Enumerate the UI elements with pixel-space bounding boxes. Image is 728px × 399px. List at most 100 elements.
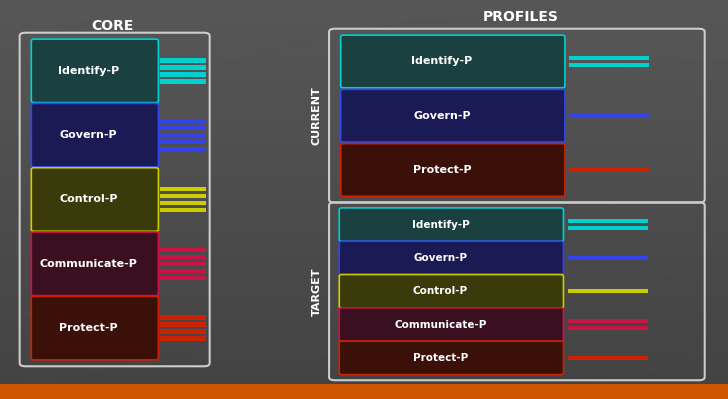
Bar	[0, 315, 728, 319]
Bar	[0, 172, 728, 176]
Bar	[0, 132, 728, 136]
Bar	[0, 164, 728, 168]
Bar	[0, 231, 728, 235]
Bar	[160, 187, 206, 191]
Bar	[0, 227, 728, 231]
FancyBboxPatch shape	[31, 296, 159, 360]
Bar	[0, 319, 728, 323]
Text: Identify-P: Identify-P	[411, 219, 470, 230]
Bar	[0, 68, 728, 72]
Bar	[569, 63, 649, 67]
Bar	[0, 387, 728, 391]
Bar	[568, 256, 648, 260]
Bar	[0, 80, 728, 84]
Bar	[568, 356, 648, 360]
Bar	[160, 276, 206, 280]
Bar	[0, 160, 728, 164]
Bar	[0, 184, 728, 188]
Bar	[0, 251, 728, 255]
Bar	[0, 64, 728, 68]
Bar	[160, 262, 206, 266]
Text: Identify-P: Identify-P	[411, 56, 472, 67]
Bar	[160, 330, 206, 334]
Bar	[0, 287, 728, 291]
Text: Govern-P: Govern-P	[60, 130, 118, 140]
Bar	[0, 384, 728, 399]
Bar	[0, 60, 728, 64]
Bar	[0, 375, 728, 379]
Bar	[160, 126, 206, 130]
Text: Protect-P: Protect-P	[413, 165, 471, 175]
Bar	[0, 395, 728, 399]
Bar	[0, 156, 728, 160]
Bar	[0, 295, 728, 299]
Bar	[160, 247, 206, 252]
Bar	[0, 243, 728, 247]
Text: Communicate-P: Communicate-P	[395, 320, 486, 330]
Bar	[160, 72, 206, 77]
Bar	[569, 56, 649, 60]
Bar	[160, 322, 206, 327]
Bar	[0, 32, 728, 36]
Text: Protect-P: Protect-P	[413, 353, 468, 363]
Bar	[0, 335, 728, 339]
Bar	[0, 239, 728, 243]
Bar	[0, 363, 728, 367]
Bar	[0, 44, 728, 48]
Bar	[0, 4, 728, 8]
Text: Protect-P: Protect-P	[60, 323, 118, 333]
Bar	[0, 223, 728, 227]
Bar	[0, 192, 728, 196]
FancyBboxPatch shape	[341, 35, 565, 88]
Bar	[0, 303, 728, 307]
Bar	[0, 311, 728, 315]
Bar	[0, 259, 728, 263]
FancyBboxPatch shape	[339, 208, 563, 241]
Bar	[0, 196, 728, 200]
Bar	[160, 65, 206, 69]
Bar	[160, 201, 206, 205]
Bar	[0, 8, 728, 12]
Bar	[0, 359, 728, 363]
Text: Communicate-P: Communicate-P	[40, 259, 138, 269]
Bar	[569, 168, 649, 172]
Text: Govern-P: Govern-P	[414, 253, 467, 263]
Bar	[160, 140, 206, 144]
Bar	[0, 104, 728, 108]
FancyBboxPatch shape	[339, 241, 563, 275]
Bar	[160, 194, 206, 198]
Bar	[0, 275, 728, 279]
Bar	[160, 269, 206, 273]
Bar	[0, 24, 728, 28]
Bar	[160, 147, 206, 152]
Bar	[0, 96, 728, 100]
Text: Control-P: Control-P	[60, 194, 118, 205]
Bar	[0, 48, 728, 52]
Bar	[0, 72, 728, 76]
Bar	[0, 100, 728, 104]
FancyBboxPatch shape	[31, 168, 159, 231]
Bar	[0, 108, 728, 112]
Bar	[0, 211, 728, 215]
Bar	[0, 347, 728, 351]
Bar	[0, 16, 728, 20]
Bar	[569, 114, 649, 118]
Bar	[0, 331, 728, 335]
Bar	[0, 200, 728, 203]
Bar	[568, 226, 648, 230]
Bar	[0, 279, 728, 283]
Bar	[0, 339, 728, 343]
Bar	[0, 28, 728, 32]
Bar	[0, 88, 728, 92]
Bar	[0, 379, 728, 383]
Bar	[0, 323, 728, 327]
FancyBboxPatch shape	[31, 103, 159, 167]
Bar	[160, 133, 206, 137]
Bar	[0, 203, 728, 207]
Bar	[0, 0, 728, 4]
Bar	[0, 128, 728, 132]
Bar	[160, 208, 206, 212]
FancyBboxPatch shape	[339, 308, 563, 342]
Text: Govern-P: Govern-P	[413, 111, 471, 121]
Bar	[0, 283, 728, 287]
